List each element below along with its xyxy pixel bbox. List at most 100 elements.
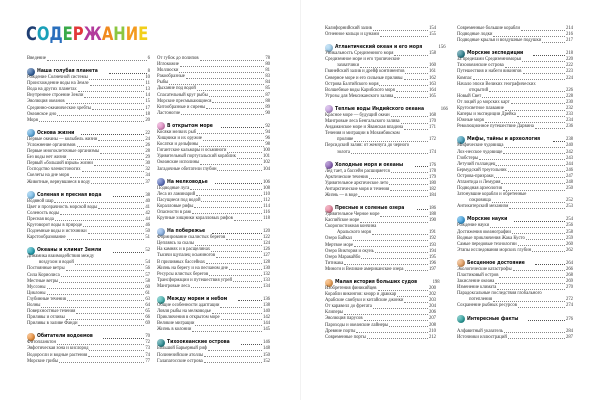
toc-entry[interactable]: Хищники и их оружие 96 <box>157 136 270 142</box>
toc-entry[interactable]: Мифические чудовища 240 <box>457 143 573 149</box>
toc-entry[interactable]: захватчики 160 <box>325 63 436 69</box>
toc-entry[interactable]: Фитопланктон 72 <box>27 340 150 346</box>
toc-entry[interactable]: Арабские самбуки и китайские джонки 203 <box>325 298 436 304</box>
toc-entry[interactable]: Вода на других планетах 13 <box>27 87 150 93</box>
toc-section-heading[interactable]: Тихоокеанские острова 146 <box>157 338 270 347</box>
toc-entry[interactable]: Морские грибы 77 <box>27 359 150 365</box>
toc-entry[interactable]: открытий 226 <box>457 88 573 94</box>
toc-section-heading[interactable]: Морские экспедиции 218 <box>457 49 573 58</box>
toc-entry[interactable]: Титикака 196 <box>325 261 436 267</box>
toc-entry[interactable]: Подводные крылья и воздушные подушки 217 <box>457 38 573 44</box>
toc-entry[interactable]: Подводная археология 250 <box>457 186 573 192</box>
toc-entry[interactable]: Красное море — будущий океан 168 <box>325 113 436 119</box>
toc-entry-line[interactable]: Скоропостижная кончина <box>325 224 436 230</box>
toc-entry[interactable]: Круговорот воды в природе 46 <box>27 223 150 229</box>
toc-entry[interactable]: От губок до полипов 78 <box>157 56 270 62</box>
toc-section-heading[interactable]: Бесценное достояние 264 <box>457 259 573 268</box>
toc-entry[interactable]: Введение 6 <box>27 56 150 62</box>
toc-entry[interactable]: Глубинные течения 63 <box>27 297 150 303</box>
toc-entry[interactable]: Сохранение рыбных ресурсов 274 <box>457 303 573 309</box>
toc-entry[interactable]: Достижения океанографии 258 <box>457 230 573 236</box>
toc-section-heading[interactable]: Интересные факты 276 <box>457 315 573 324</box>
toc-section-heading[interactable]: Холодные моря и океаны 176 <box>325 161 436 170</box>
toc-entry[interactable]: Самые передовые технологии 260 <box>457 242 573 248</box>
toc-entry[interactable]: Китообразные и сирены 89 <box>157 105 270 111</box>
toc-entry[interactable]: Каперы и экспедиции Дрейка 233 <box>457 112 573 118</box>
toc-entry-line[interactable]: Средиземное море и его тропические <box>325 57 436 63</box>
toc-entry[interactable]: Лох-несское чудовище 242 <box>457 150 573 156</box>
toc-entry[interactable]: Общие особенности адаптации 138 <box>157 303 270 309</box>
toc-entry[interactable]: Циклоны 61 <box>27 291 150 297</box>
toc-entry[interactable]: Великие миграции 144 <box>157 321 270 327</box>
toc-entry[interactable]: Удивительный португальский кораблик 101 <box>157 154 270 160</box>
toc-section-heading[interactable]: Морские науки 254 <box>457 215 573 224</box>
toc-entry[interactable]: Миноги и Великие американские озера 197 <box>325 267 436 273</box>
toc-entry[interactable]: Удивительное арктическое лето 180 <box>325 181 436 187</box>
toc-entry[interactable]: Крупные хищники коралловых рифов 118 <box>157 216 270 222</box>
toc-entry[interactable]: В приливных бассейнах 128 <box>157 260 270 266</box>
toc-entry[interactable]: Уникальность Средиземного моря 158 <box>325 51 436 57</box>
toc-entry[interactable]: Цвет и прозрачность морской воды 41 <box>27 205 150 211</box>
toc-entry[interactable]: Пароходы и океанские лайнеры 208 <box>325 323 436 329</box>
toc-entry[interactable]: Подводные луга 108 <box>157 186 270 192</box>
toc-entry[interactable]: Моллюски 81 <box>157 68 270 74</box>
toc-entry[interactable]: Океанское дно 18 <box>27 112 150 118</box>
toc-entry[interactable]: Пасущиеся под водой 112 <box>157 198 270 204</box>
toc-entry[interactable]: Мангровые леса Бенгальского залива 170 <box>325 119 436 125</box>
toc-entry[interactable]: Корабли викингов: кнорр и драккар 202 <box>325 292 436 298</box>
toc-entry[interactable]: Глобстеры 243 <box>457 156 573 162</box>
toc-entry[interactable]: Жизнь на берегу и на песчаном дне 130 <box>157 266 270 272</box>
toc-section-heading[interactable]: Наша голубая планета 8 <box>27 67 150 76</box>
toc-entry[interactable]: Приливы и отливы 66 <box>27 315 150 321</box>
toc-entry[interactable]: За пределами Средиземноморья 220 <box>457 57 573 63</box>
toc-entry[interactable]: Источники иллюстраций 287 <box>457 335 573 341</box>
toc-entry[interactable]: Дыхание под водой 85 <box>157 86 270 92</box>
toc-entry[interactable]: Постоянные ветры 56 <box>27 266 150 272</box>
toc-entry[interactable]: Приключения в открытом море 142 <box>157 315 270 321</box>
toc-entry[interactable]: Рождение Солнечной системы 10 <box>27 75 150 81</box>
toc-entry-line[interactable]: Динамика взаимодействия между <box>27 254 150 260</box>
toc-entry[interactable]: Формирование скалистых берегов 122 <box>157 235 270 241</box>
toc-entry[interactable]: воздухом и водой 54 <box>27 260 150 266</box>
toc-entry[interactable]: Пресная вода 44 <box>27 217 150 223</box>
toc-entry[interactable]: Арктические течения 179 <box>325 175 436 181</box>
toc-entry[interactable]: Леса из ламинарий 110 <box>157 192 270 198</box>
toc-entry[interactable]: Соленость воды 42 <box>27 211 150 217</box>
toc-entry[interactable]: Антикитерский механизм 253 <box>457 204 573 210</box>
toc-entry[interactable]: Бермудский треугольник 246 <box>457 168 573 174</box>
toc-entry[interactable]: Каспийское море 190 <box>325 218 436 224</box>
toc-section-heading[interactable]: Соленая и пресная вода 38 <box>27 191 150 200</box>
toc-entry[interactable]: Господство членистоногих 32 <box>27 167 150 173</box>
toc-entry[interactable]: Мертвое море 193 <box>325 243 436 249</box>
toc-entry[interactable]: От лоций до морских карт 230 <box>457 100 573 106</box>
toc-entry-line[interactable]: Персидский залив: от жемчуга до черного <box>325 143 436 149</box>
toc-entry[interactable]: Мангровые леса 134 <box>157 284 270 290</box>
toc-entry[interactable]: Усложнение организмов 26 <box>27 143 150 149</box>
toc-section-heading[interactable]: Мифы, тайны и археология 238 <box>457 135 573 144</box>
toc-entry[interactable]: Южные моря 234 <box>457 118 573 124</box>
toc-entry[interactable]: Происхождение воды на Земле 11 <box>27 81 150 87</box>
toc-entry[interactable]: Водные приключения Жака Кусто 259 <box>457 236 573 242</box>
toc-entry[interactable]: Огненное кольцо и цунами 155 <box>325 32 436 38</box>
toc-entry[interactable]: Первые многоклеточные организмы 28 <box>27 149 150 155</box>
toc-entry[interactable]: Косяки мелких рыб 94 <box>157 130 270 136</box>
toc-entry[interactable]: Изменение климата 270 <box>457 285 573 291</box>
toc-entry[interactable]: Жизнь в колонии 145 <box>157 327 270 333</box>
toc-section-heading[interactable]: Теплые воды Индийского океана 166 <box>325 105 448 114</box>
toc-entry[interactable]: Карстообразование 51 <box>27 235 150 241</box>
toc-entry[interactable]: Загадочные обитатели глубин 104 <box>157 167 270 173</box>
toc-entry[interactable]: Косатки и дельфины 98 <box>157 142 270 148</box>
toc-entry[interactable]: Ресурсы илистых берегов 132 <box>157 272 270 278</box>
toc-entry[interactable]: Озеро Байкал 192 <box>325 236 436 242</box>
toc-entry[interactable]: Древние порты 210 <box>325 329 436 335</box>
toc-entry[interactable]: Компас 224 <box>457 76 573 82</box>
toc-entry[interactable]: Волшебные воды Карибского моря 164 <box>325 88 436 94</box>
toc-entry[interactable]: Внутреннее строение Земли 14 <box>27 93 150 99</box>
toc-entry[interactable]: Революционное путешествие Дарвина 236 <box>457 124 573 130</box>
toc-entry[interactable]: Большой Барьерный риф 148 <box>157 346 270 352</box>
toc-entry[interactable]: Цепляясь за скалы 124 <box>157 241 270 247</box>
toc-entry[interactable]: Тихоокеанские острова 222 <box>457 63 573 69</box>
toc-entry[interactable]: Рыбы 84 <box>157 80 270 86</box>
toc-section-heading[interactable]: Океаны и климат Земли 52 <box>27 246 150 255</box>
toc-entry[interactable]: проливе 172 <box>325 137 436 143</box>
